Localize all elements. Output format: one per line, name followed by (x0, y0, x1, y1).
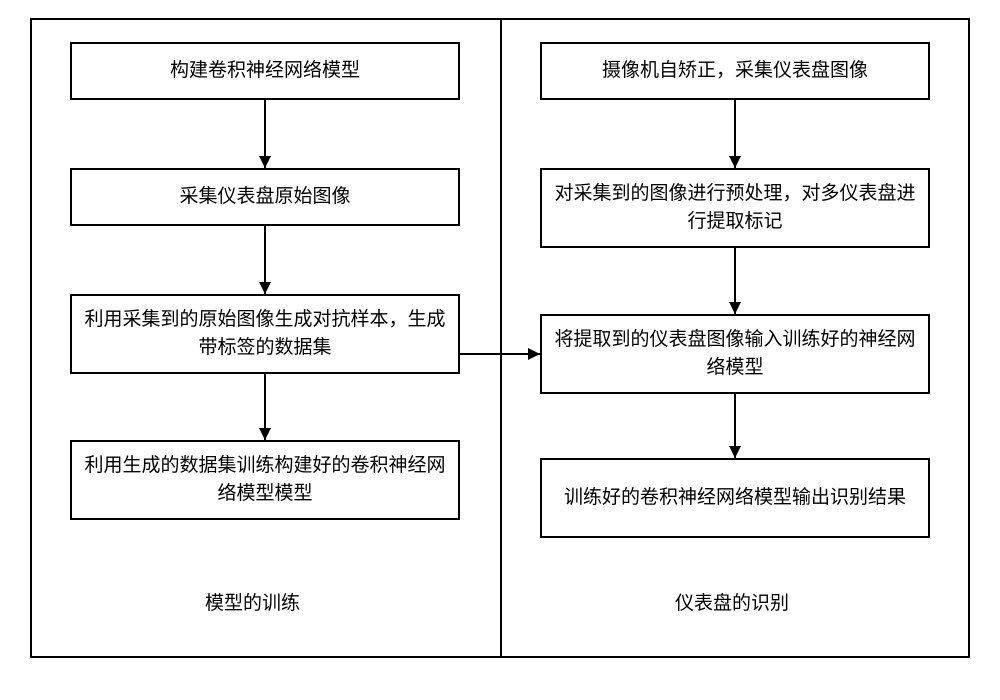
left-box-4: 利用生成的数据集训练构建好的卷积神经网络模型模型 (70, 440, 460, 520)
right-box-3: 将提取到的仪表盘图像输入训练好的神经网络模型 (540, 314, 930, 394)
left-box-2: 采集仪表盘原始图像 (70, 168, 460, 226)
right-box-4: 训练好的卷积神经网络模型输出识别结果 (540, 458, 930, 538)
left-caption: 模型的训练 (205, 588, 300, 615)
left-box-3: 利用采集到的原始图像生成对抗样本，生成带标签的数据集 (70, 294, 460, 374)
left-box-1: 构建卷积神经网络模型 (70, 42, 460, 100)
right-box-2: 对采集到的图像进行预处理，对多仪表盘进行提取标记 (540, 168, 930, 248)
vertical-divider (500, 18, 502, 658)
right-caption: 仪表盘的识别 (675, 588, 789, 615)
right-box-1: 摄像机自矫正，采集仪表盘图像 (540, 42, 930, 100)
